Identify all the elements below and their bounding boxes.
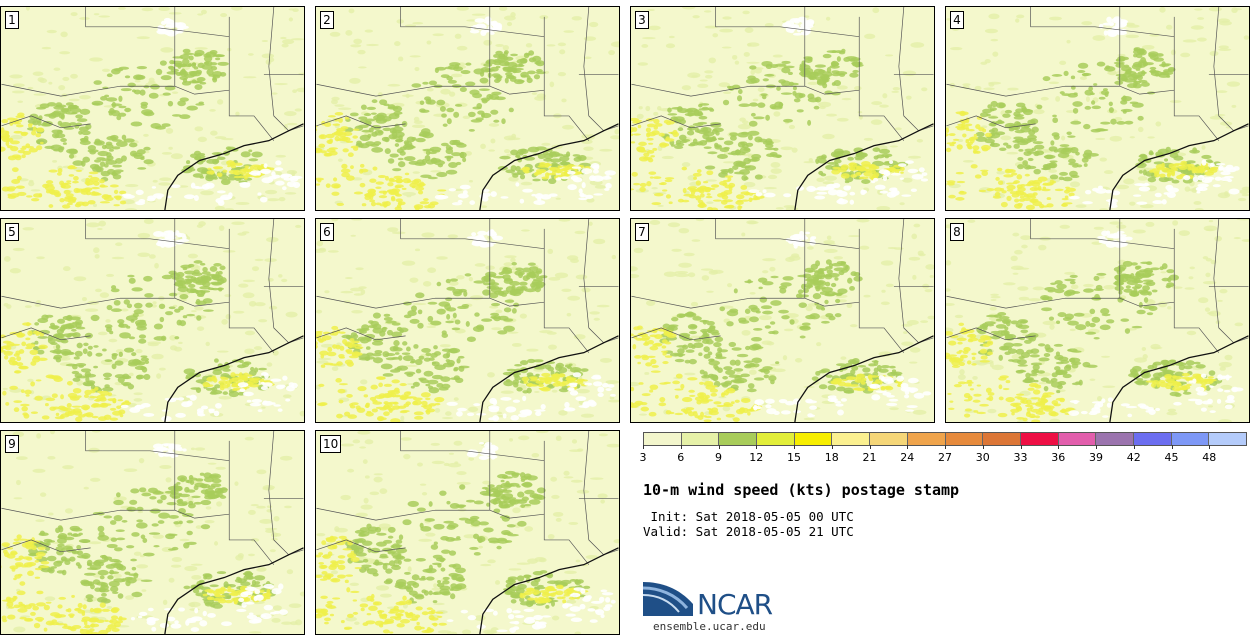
- ncar-logo-text: NCAR: [697, 588, 773, 621]
- color-scale-segment: [832, 433, 871, 445]
- ensemble-member-panel: 9: [0, 430, 305, 635]
- ensemble-member-panel: 1: [0, 6, 305, 211]
- wind-speed-map: [946, 7, 1249, 210]
- color-scale-tick-label: 24: [900, 451, 915, 464]
- color-scale-tickmark: [1209, 445, 1211, 449]
- color-scale-tickmark: [1133, 445, 1135, 449]
- map-title: 10-m wind speed (kts) postage stamp: [643, 481, 960, 499]
- color-scale-tickmark: [794, 445, 795, 449]
- color-scale-tickmark: [756, 445, 758, 449]
- color-scale-bar: [643, 432, 1247, 446]
- color-scale-tickmark: [907, 445, 909, 449]
- color-scale-tick-label: 9: [715, 451, 722, 464]
- color-scale-tickmark: [1020, 445, 1022, 449]
- color-scale-tickmark: [1171, 445, 1173, 449]
- color-scale-tickmark: [643, 445, 644, 449]
- color-scale-tick-label: 30: [975, 451, 990, 464]
- wind-speed-map: [946, 219, 1249, 422]
- color-scale-tick-label: 15: [787, 451, 801, 464]
- wind-speed-map: [316, 7, 619, 210]
- wind-speed-map: [1, 219, 304, 422]
- ensemble-member-panel: 4: [945, 6, 1250, 211]
- color-scale-segment: [1209, 433, 1246, 445]
- color-scale-tickmark: [1058, 445, 1060, 449]
- ensemble-member-panel: 5: [0, 218, 305, 423]
- member-number-label: 2: [320, 11, 334, 29]
- member-number-label: 5: [5, 223, 19, 241]
- member-number-label: 1: [5, 11, 19, 29]
- color-scale-tick-label: 33: [1013, 451, 1028, 464]
- wind-speed-map: [1, 431, 304, 634]
- color-scale-tickmark: [869, 445, 871, 449]
- color-scale-tick-label: 21: [862, 451, 877, 464]
- color-scale-tickmark: [1096, 445, 1097, 449]
- color-scale-tick-label: 3: [639, 451, 647, 464]
- ensemble-member-panel: 10: [315, 430, 620, 635]
- color-scale-segment: [907, 433, 946, 445]
- color-scale-tickmark: [680, 445, 682, 449]
- wind-speed-map: [1, 7, 304, 210]
- ensemble-url: ensemble.ucar.edu: [653, 620, 766, 633]
- ensemble-member-panel: 6: [315, 218, 620, 423]
- member-number-label: 9: [5, 435, 19, 453]
- color-scale-tickmark: [831, 445, 833, 449]
- color-scale-segment: [644, 433, 682, 445]
- wind-speed-map: [316, 431, 619, 634]
- color-scale-segment: [1058, 433, 1097, 445]
- member-number-label: 4: [950, 11, 964, 29]
- color-scale-tickmark: [718, 445, 720, 449]
- valid-time: Valid: Sat 2018-05-05 21 UTC: [643, 524, 854, 539]
- color-scale-segment: [1133, 433, 1172, 445]
- color-scale-segment: [719, 433, 758, 445]
- color-scale-segment: [870, 433, 908, 445]
- color-scale-tick-label: 27: [938, 451, 952, 464]
- color-scale-segment: [1171, 433, 1210, 445]
- ncar-logo-icon: [643, 582, 693, 616]
- color-scale-segment: [1096, 433, 1134, 445]
- ensemble-member-panel: 8: [945, 218, 1250, 423]
- member-number-label: 6: [320, 223, 334, 241]
- color-scale-segment: [1020, 433, 1059, 445]
- init-time: Init: Sat 2018-05-05 00 UTC: [643, 509, 854, 524]
- color-scale-tick-label: 18: [824, 451, 839, 464]
- color-scale-tick-label: 12: [749, 451, 764, 464]
- color-scale-segment: [983, 433, 1021, 445]
- member-number-label: 7: [635, 223, 649, 241]
- color-scale-tick-label: 39: [1089, 451, 1103, 464]
- wind-speed-map: [316, 219, 619, 422]
- color-scale-tickmark: [945, 445, 946, 449]
- color-scale-tick-label: 36: [1051, 451, 1066, 464]
- wind-speed-map: [631, 7, 934, 210]
- wind-speed-map: [631, 219, 934, 422]
- color-scale-tick-label: 6: [677, 451, 685, 464]
- ensemble-member-panel: 2: [315, 6, 620, 211]
- color-scale-tick-label: 42: [1126, 451, 1141, 464]
- color-scale-tick-label: 45: [1164, 451, 1179, 464]
- member-number-label: 3: [635, 11, 649, 29]
- color-scale-segment: [757, 433, 795, 445]
- color-scale-tickmark: [982, 445, 984, 449]
- member-number-label: 10: [320, 435, 342, 453]
- color-scale-segment: [681, 433, 720, 445]
- ensemble-member-panel: 7: [630, 218, 935, 423]
- ensemble-member-panel: 3: [630, 6, 935, 211]
- member-number-label: 8: [950, 223, 964, 241]
- color-scale-segment: [794, 433, 833, 445]
- color-scale-segment: [945, 433, 984, 445]
- color-scale-tick-label: 48: [1202, 451, 1217, 464]
